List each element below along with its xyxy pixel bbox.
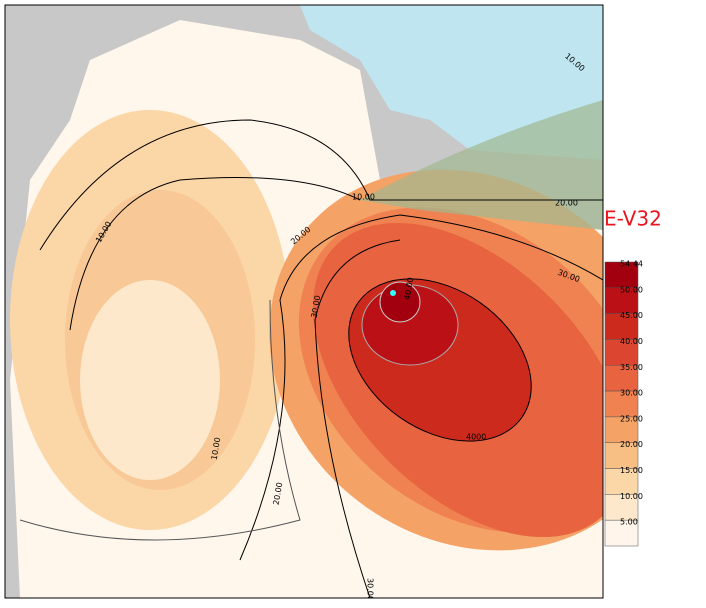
contour-label: 40.00 xyxy=(403,277,416,301)
legend-label: 50.00 xyxy=(620,285,643,294)
border xyxy=(19,299,301,541)
zone-peak xyxy=(379,281,421,323)
contour-label: 30.00 xyxy=(310,295,323,319)
legend-swatch xyxy=(604,416,639,443)
legend-swatch xyxy=(604,365,639,392)
station xyxy=(390,290,396,296)
sea xyxy=(300,5,603,160)
legend-label: 15.00 xyxy=(620,466,643,475)
legend-swatch xyxy=(604,519,639,547)
contour-label: 4000 xyxy=(466,433,486,442)
contour-label: 20.00 xyxy=(555,199,578,208)
legend-swatch xyxy=(604,313,639,340)
contour-line xyxy=(39,119,603,251)
contour-line xyxy=(239,214,603,561)
legend-label: 10.00 xyxy=(620,492,643,501)
legend-label: 54.44 xyxy=(620,260,643,269)
legend-label: 35.00 xyxy=(620,363,643,372)
contour-line xyxy=(69,177,361,331)
zone-10 xyxy=(80,280,220,480)
map-frame xyxy=(4,4,604,599)
legend-label: 30.00 xyxy=(620,389,643,398)
legend: 54.44 50.00 45.00 40.00 35.00 30.00 25.00 20.00… xyxy=(604,260,643,547)
legend-swatch xyxy=(604,339,639,366)
legend-swatch xyxy=(604,442,639,469)
contour-line xyxy=(314,239,401,598)
legend-label: 25.00 xyxy=(620,414,643,423)
legend-swatch xyxy=(604,287,639,314)
map-area: 10.0020.0030.0040.00400020.0030.0020.001… xyxy=(5,5,603,601)
contour-label: 30.00 xyxy=(366,578,375,601)
contour-label: 20.00 xyxy=(272,482,285,506)
legend-swatch xyxy=(604,468,639,495)
legend-label: 20.00 xyxy=(620,440,643,449)
contour-label: 10.00 xyxy=(352,193,375,202)
legend-label: 45.00 xyxy=(620,311,643,320)
green-zone xyxy=(360,100,603,230)
title: E-V32 xyxy=(604,207,662,231)
legend-label: 5.00 xyxy=(620,518,638,527)
legend-swatch xyxy=(604,390,639,418)
contour-label: 10.00 xyxy=(210,437,223,461)
legend-label: 40.00 xyxy=(620,337,643,346)
